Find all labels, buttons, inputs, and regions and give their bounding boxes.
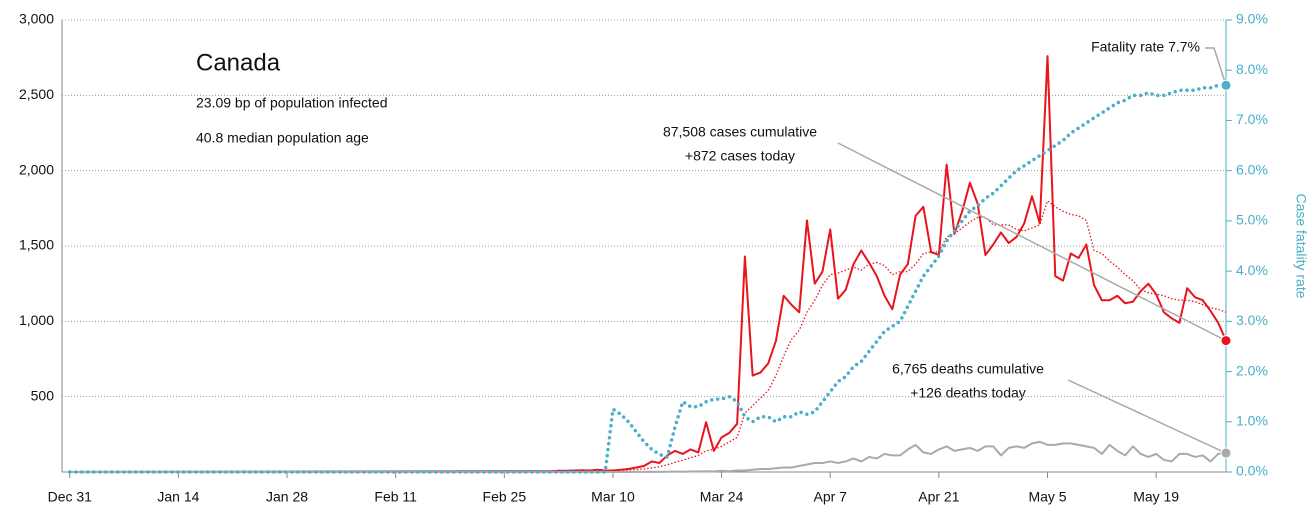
end-dot — [1220, 335, 1232, 347]
end-dot — [1220, 79, 1232, 91]
y2-tick-label: 4.0% — [1236, 262, 1268, 278]
x-tick-label: Jan 14 — [157, 489, 199, 505]
annotation: +872 cases today — [685, 148, 795, 164]
y-tick-label: 1,500 — [19, 237, 54, 253]
x-tick-label: Mar 10 — [591, 489, 635, 505]
subtitle: 40.8 median population age — [196, 130, 369, 146]
y2-tick-label: 9.0% — [1236, 11, 1268, 27]
y2-tick-label: 3.0% — [1236, 312, 1268, 328]
x-tick-label: Apr 21 — [918, 489, 959, 505]
y2-tick-label: 5.0% — [1236, 212, 1268, 228]
subtitle: 23.09 bp of population infected — [196, 95, 388, 111]
y2-tick-label: 0.0% — [1236, 463, 1268, 479]
series-line — [69, 440, 1227, 473]
x-tick-label: Dec 31 — [48, 489, 93, 505]
leader-line — [837, 142, 1227, 342]
y2-tick-label: 7.0% — [1236, 111, 1268, 127]
y2-tick-label: 8.0% — [1236, 61, 1268, 77]
y-tick-label: 2,000 — [19, 161, 54, 177]
x-tick-label: May 19 — [1133, 489, 1179, 505]
series-line — [69, 55, 1227, 473]
annotation: +126 deaths today — [910, 385, 1026, 401]
annotation: Fatality rate 7.7% — [1091, 39, 1200, 55]
y2-tick-label: 2.0% — [1236, 362, 1268, 378]
x-tick-label: May 5 — [1028, 489, 1066, 505]
annotation: 87,508 cases cumulative — [663, 124, 817, 140]
y-tick-label: 500 — [31, 387, 55, 403]
x-tick-label: Feb 25 — [483, 489, 527, 505]
end-dot — [1220, 447, 1232, 459]
x-tick-label: Mar 24 — [700, 489, 744, 505]
y-tick-label: 3,000 — [19, 11, 54, 27]
y-tick-label: 2,500 — [19, 86, 54, 102]
y2-axis-label: Case fatality rate — [1293, 193, 1309, 298]
x-tick-label: Apr 7 — [814, 489, 848, 505]
x-tick-label: Feb 11 — [374, 489, 417, 505]
chart-title: Canada — [196, 49, 281, 76]
y2-tick-label: 1.0% — [1236, 412, 1268, 428]
leader-line — [1067, 379, 1227, 454]
y-tick-label: 1,000 — [19, 312, 54, 328]
leader-line — [1205, 47, 1227, 86]
annotation: 6,765 deaths cumulative — [892, 361, 1044, 377]
series-line — [68, 83, 1228, 474]
series-line — [69, 200, 1227, 473]
x-tick-label: Jan 28 — [266, 489, 308, 505]
y2-tick-label: 6.0% — [1236, 161, 1268, 177]
